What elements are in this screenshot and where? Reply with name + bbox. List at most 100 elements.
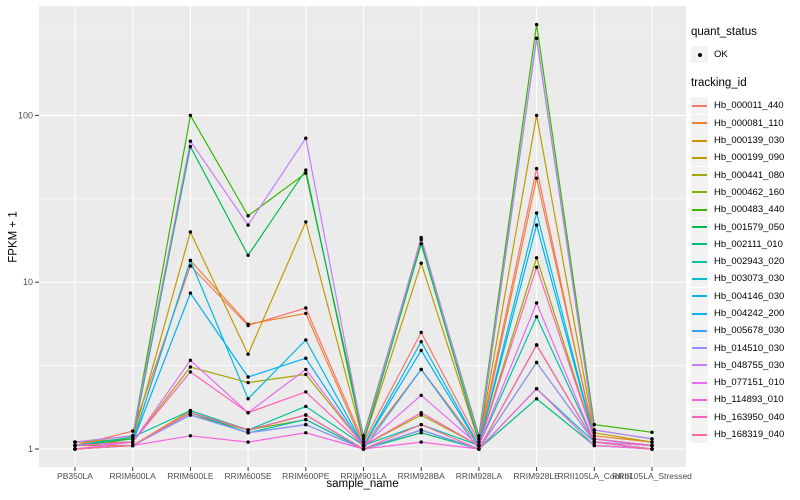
data-point [419,431,423,435]
data-point [246,440,250,444]
x-tick-label: RRII105LA_Stressed [612,471,692,481]
x-tick-label: RRIM928LE [513,471,560,481]
data-point [304,404,308,409]
data-point [534,36,539,40]
data-point [361,447,366,451]
legend-item-ok: OK [691,46,799,64]
data-point [188,291,193,295]
data-point [246,428,250,432]
x-tick-label: RRIM901LA [340,471,387,481]
data-point [361,437,366,441]
line-swatch-icon [691,201,708,219]
legend-item-label: Hb_000081_110 [714,117,784,129]
data-point [131,429,135,433]
legend-item-label: Hb_114893_010 [714,394,784,406]
data-point [419,422,423,427]
line-swatch-icon [691,132,708,150]
legend-item: Hb_004242_200 [691,305,799,322]
legend-item: Hb_000199_090 [691,149,799,167]
x-tick-label: RRIM600SE [224,471,272,481]
data-point [419,340,423,344]
data-point [188,370,193,374]
x-axis-title: sample_name [326,478,399,490]
line-swatch-icon [691,235,708,253]
data-point [73,443,77,448]
point-marker-icon [691,46,708,64]
line-swatch-icon [691,322,708,340]
data-point [534,397,539,401]
line-swatch-icon [691,97,708,115]
data-point [188,139,193,143]
legend-item-label: Hb_000483_440 [714,204,785,216]
legend-item-label: Hb_000199_090 [714,152,785,164]
data-point [304,311,308,316]
line-swatch-icon [691,426,708,444]
x-tick-label: RRIM928BA [398,471,446,481]
legend-item-label: Hb_004242_200 [714,308,785,319]
data-point [419,440,423,444]
panel-background [39,6,686,467]
data-point [650,430,654,434]
data-point [477,434,481,438]
legend-item: Hb_003073_030 [691,270,799,288]
legend-item: Hb_168319_040 [691,426,799,444]
legend-item-label: Hb_000139_030 [714,135,785,147]
data-point [131,440,135,444]
data-point [131,443,135,448]
data-point [304,168,308,172]
data-point [246,214,250,218]
data-point [419,330,423,335]
data-point [304,417,308,422]
legend-item: Hb_002943_020 [691,253,799,271]
line-swatch-icon [691,391,708,409]
y-axis-title: FPKM + 1 [8,211,21,263]
x-tick-label: RRIM600LE [167,471,214,481]
legend-item: Hb_005678_030 [691,322,799,340]
data-point [419,235,423,240]
data-point [304,220,308,224]
legend-item-label: Hb_003073_030 [714,273,785,285]
data-point [188,113,193,118]
data-point [246,411,250,415]
data-point [188,434,193,438]
data-point [592,422,596,427]
data-point [592,428,596,432]
y-axis-title-box: FPKM + 1 [0,0,28,474]
data-point [419,411,423,415]
data-point [188,144,193,149]
data-point [534,265,539,269]
line-swatch-icon [691,270,708,288]
data-point [361,440,366,444]
line-swatch-icon [691,374,708,392]
line-swatch-icon [691,253,708,271]
data-point [534,166,539,171]
data-point [534,22,539,27]
data-point [188,411,193,415]
line-swatch-icon [691,339,708,357]
data-point [534,211,539,215]
data-point [73,440,77,444]
data-point [188,264,193,268]
data-point [188,258,193,263]
legend-item: Hb_014510_030 [691,339,799,357]
data-point [73,447,77,451]
data-point [246,431,250,435]
x-tick-label: RRII105LA_Control [557,471,631,481]
data-point [304,171,308,175]
y-tick-label: 100 [18,110,33,120]
data-point [246,375,250,379]
legend: quant_status OK tracking_id Hb_000011_44… [691,26,799,444]
legend-title-tracking-id: tracking_id [691,77,747,90]
legend-item: Hb_048755_030 [691,356,799,374]
legend-item-label: Hb_077151_010 [714,377,785,389]
data-point [534,360,539,365]
data-point [304,390,308,394]
data-point [534,113,539,118]
legend-item: Hb_077151_010 [691,374,799,392]
data-point [304,356,308,360]
legend-item: Hb_000441_080 [691,166,799,184]
line-swatch-icon [691,149,708,167]
data-point [304,431,308,435]
